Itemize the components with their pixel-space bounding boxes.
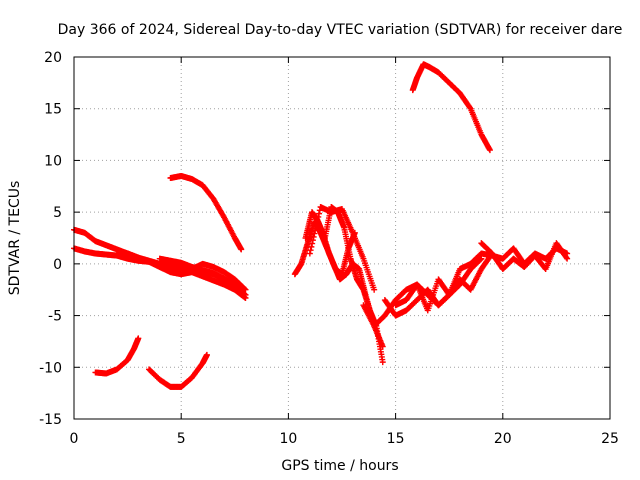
data-point-marker xyxy=(564,255,571,262)
axes xyxy=(73,56,611,420)
data-point-marker xyxy=(307,247,314,254)
data-point-marker xyxy=(135,335,142,342)
x-tick-label: 5 xyxy=(177,431,186,447)
series-arc-15 xyxy=(478,240,571,273)
data-point-marker xyxy=(242,294,249,301)
series-arc-7 xyxy=(146,351,210,390)
series-arc-4 xyxy=(156,255,245,293)
tick-labels: 0 5 10 15 20 25 -15 -10 -5 0 5 10 15 20 xyxy=(39,50,619,447)
data-point-marker xyxy=(309,237,316,244)
y-tick-label: 5 xyxy=(53,205,62,221)
series-arc-6 xyxy=(92,335,142,377)
y-tick-label: -10 xyxy=(39,360,62,376)
data-point-marker xyxy=(238,246,245,253)
x-tick-label: 0 xyxy=(70,431,79,447)
data-point-marker xyxy=(238,286,245,293)
data-point-marker xyxy=(351,229,358,236)
data-points xyxy=(71,61,571,390)
data-point-marker xyxy=(563,254,570,261)
y-tick-label: 15 xyxy=(44,102,62,118)
series-arc-14 xyxy=(392,245,571,314)
data-point-marker xyxy=(310,233,317,240)
plot-frame xyxy=(73,56,611,420)
data-point-marker xyxy=(312,227,319,234)
y-axis-label: SDTVAR / TECUs xyxy=(7,181,23,296)
x-tick-label: 25 xyxy=(601,431,619,447)
y-tick-label: -5 xyxy=(48,309,62,325)
data-point-marker xyxy=(311,230,318,237)
grid xyxy=(74,57,610,419)
x-axis-label: GPS time / hours xyxy=(281,458,398,474)
x-tick-label: 20 xyxy=(494,431,512,447)
chart-title: Day 366 of 2024, Sidereal Day-to-day VTE… xyxy=(58,22,623,38)
data-point-marker xyxy=(309,240,316,247)
y-tick-label: 10 xyxy=(44,153,62,169)
y-tick-label: 20 xyxy=(44,50,62,66)
y-tick-label: 0 xyxy=(53,257,62,273)
series-arc-16 xyxy=(409,61,493,154)
data-point-marker xyxy=(316,210,323,217)
data-point-marker xyxy=(203,351,210,358)
data-point-marker xyxy=(379,359,386,366)
y-tick-label: -15 xyxy=(39,412,62,428)
series-arc-3 xyxy=(113,247,249,301)
series-arc-5 xyxy=(167,172,245,253)
data-point-marker xyxy=(371,286,378,293)
data-point-marker xyxy=(308,243,315,250)
x-tick-label: 15 xyxy=(387,431,405,447)
x-tick-label: 10 xyxy=(279,431,297,447)
data-point-marker xyxy=(306,250,313,257)
series-arc-11 xyxy=(313,214,358,278)
chart-title-group: Day 366 of 2024, Sidereal Day-to-day VTE… xyxy=(58,22,623,38)
data-point-marker xyxy=(486,147,493,154)
